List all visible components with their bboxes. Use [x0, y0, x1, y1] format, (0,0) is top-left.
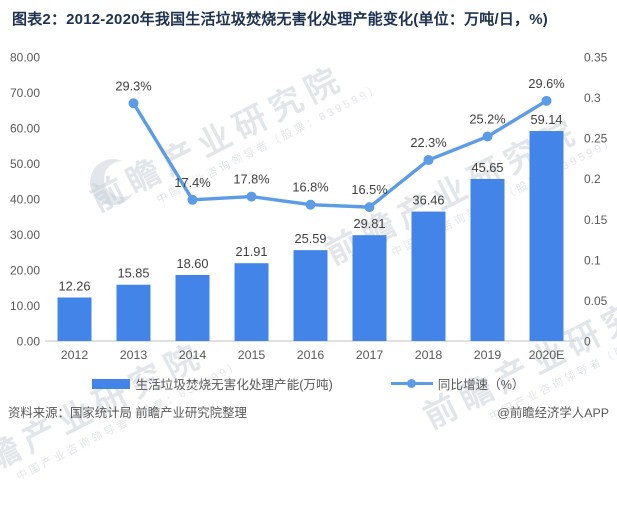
- x-axis-label: 2015: [238, 348, 266, 362]
- bar-value-label: 45.65: [471, 160, 503, 175]
- capacity-bar: [470, 178, 505, 341]
- x-axis-label: 2019: [474, 348, 502, 362]
- growth-line: [131, 99, 549, 209]
- left-axis-tick: 70.00: [10, 86, 40, 100]
- bar-value-label: 12.26: [58, 278, 90, 293]
- legend: 生活垃圾焚烧无害化处理产能(万吨) 同比增速（%）: [0, 374, 617, 393]
- right-axis-tick: 0.2: [584, 172, 601, 186]
- credit-text: @前瞻经济学人APP: [497, 406, 609, 420]
- left-axis-tick: 80.00: [10, 51, 40, 65]
- left-axis-tick: 40.00: [10, 193, 40, 207]
- left-axis-tick: 30.00: [10, 228, 40, 242]
- x-axis-label: 2012: [61, 348, 89, 362]
- data-source-text: 资料来源：国家统计局 前瞻产业研究院整理: [8, 406, 247, 420]
- growth-point: [305, 199, 316, 210]
- growth-point: [482, 131, 493, 142]
- bar-value-label: 29.81: [353, 216, 385, 231]
- left-axis-tick: 20.00: [10, 264, 40, 278]
- growth-point: [187, 194, 198, 205]
- chart-title: 图表2：2012-2020年我国生活垃圾焚烧无害化处理产能变化(单位：万吨/日，…: [12, 11, 548, 28]
- left-axis-tick: 0.00: [17, 335, 41, 349]
- x-axis-label: 2016: [297, 348, 325, 362]
- growth-point: [541, 95, 552, 106]
- left-axis-tick: 50.00: [10, 157, 40, 171]
- right-axis-tick: 0.3: [584, 91, 601, 105]
- x-axis-label: 2014: [179, 348, 207, 362]
- right-axis-tick: 0.25: [584, 132, 608, 146]
- capacity-bar: [529, 131, 564, 341]
- bar-value-label: 59.14: [530, 112, 562, 127]
- right-axis-tick: 0.1: [584, 253, 601, 267]
- capacity-bar: [116, 284, 151, 341]
- legend-item-capacity: 生活垃圾焚烧无害化处理产能(万吨): [92, 374, 333, 393]
- line-swatch-icon: [390, 379, 433, 388]
- x-axis-label: 2020E: [529, 348, 565, 362]
- right-axis-tick: 0.05: [584, 294, 608, 308]
- growth-point: [423, 155, 434, 166]
- growth-point: [246, 191, 257, 202]
- right-axis-tick: 0: [584, 335, 591, 349]
- legend-growth-label: 同比增速（%）: [437, 378, 525, 392]
- bar-value-label: 15.85: [117, 266, 149, 281]
- growth-value-label: 17.8%: [233, 172, 269, 187]
- capacity-bar: [234, 263, 269, 341]
- capacity-bar: [411, 211, 446, 341]
- right-axis-tick: 0.35: [584, 51, 608, 65]
- bar-value-label: 21.91: [235, 244, 267, 259]
- growth-value-label: 17.4%: [174, 175, 210, 190]
- left-axis-tick: 10.00: [10, 299, 40, 313]
- bar-swatch-icon: [92, 378, 131, 389]
- bar-value-label: 18.60: [176, 256, 208, 271]
- legend-capacity-label: 生活垃圾焚烧无害化处理产能(万吨): [135, 378, 333, 392]
- bar-value-label: 25.59: [294, 231, 326, 246]
- growth-point: [128, 98, 139, 109]
- x-axis-label: 2017: [356, 348, 384, 362]
- legend-item-growth: 同比增速（%）: [390, 374, 525, 393]
- capacity-bar: [352, 235, 387, 341]
- growth-value-label: 25.2%: [469, 112, 505, 127]
- capacity-bar: [293, 250, 328, 341]
- left-axis-tick: 60.00: [10, 122, 40, 136]
- growth-point: [364, 202, 375, 213]
- x-axis-label: 2018: [415, 348, 443, 362]
- x-axis-label: 2013: [120, 348, 148, 362]
- growth-value-label: 16.8%: [292, 180, 328, 195]
- growth-value-label: 16.5%: [351, 182, 387, 197]
- footer: 资料来源：国家统计局 前瞻产业研究院整理 @前瞻经济学人APP: [0, 403, 617, 421]
- capacity-growth-chart: 0.00 10.00 20.00 30.00 40.00 50.00 60.00 70.00 8…: [10, 51, 608, 363]
- capacity-bar: [57, 297, 92, 341]
- capacity-bar: [175, 274, 210, 341]
- bar-value-label: 36.46: [412, 193, 444, 208]
- growth-value-label: 22.3%: [410, 135, 446, 150]
- growth-value-label: 29.6%: [528, 76, 564, 91]
- right-axis-tick: 0.15: [584, 213, 608, 227]
- growth-value-label: 29.3%: [115, 78, 151, 93]
